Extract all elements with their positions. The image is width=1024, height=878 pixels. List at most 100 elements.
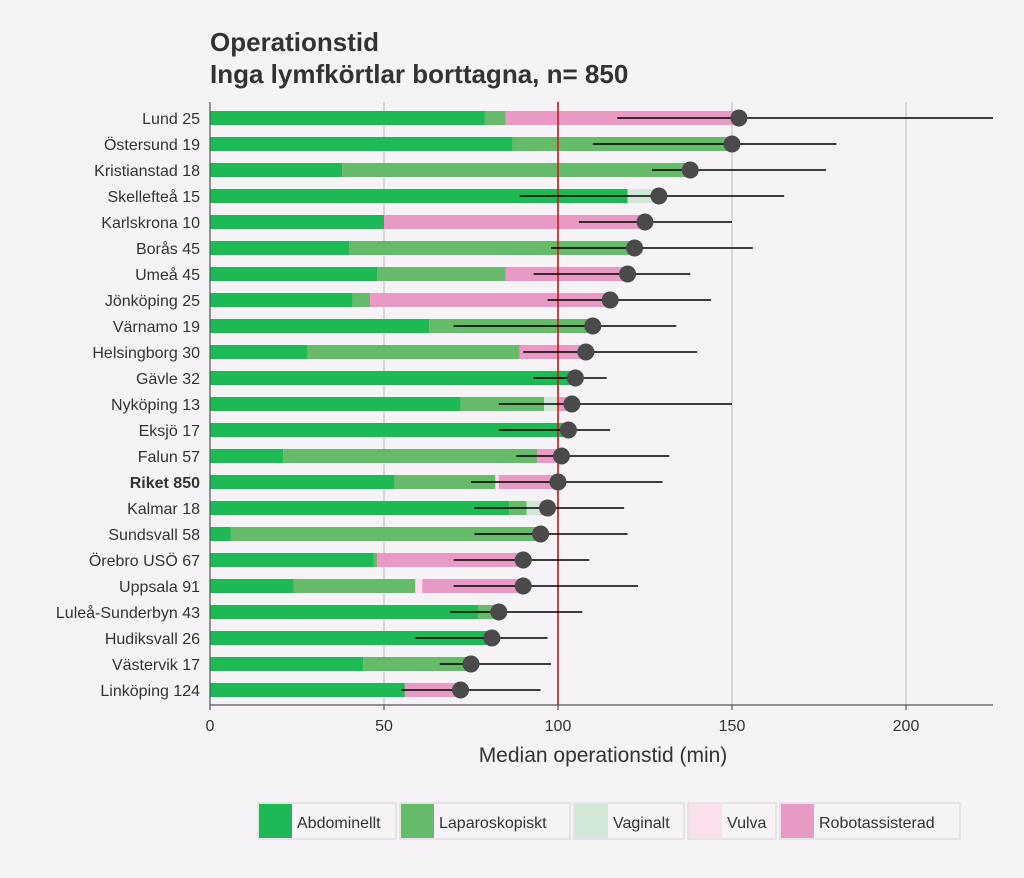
median-point: [577, 343, 595, 361]
bar-segment-robotassisterad: [377, 553, 524, 567]
bar-segment-laparoskopiskt: [352, 293, 371, 307]
bar-segment-abdominellt: [210, 319, 430, 333]
bar-segment-abdominellt: [210, 657, 364, 671]
bar-segment-abdominellt: [210, 449, 284, 463]
median-point: [514, 577, 532, 595]
bar-segment-laparoskopiskt: [293, 579, 416, 593]
category-label: Nyköping 13: [111, 397, 200, 414]
category-label: Umeå 45: [135, 266, 200, 284]
x-tick-label: 200: [893, 718, 920, 735]
median-point: [601, 291, 619, 309]
bar-segment-laparoskopiskt: [342, 163, 691, 177]
bars: [210, 111, 739, 697]
median-point: [584, 317, 602, 335]
legend-item: Laparoskopiskt: [399, 802, 571, 840]
bar-segment-abdominellt: [210, 683, 405, 697]
legend-swatch: [689, 804, 722, 838]
legend-item: Vulva: [687, 802, 777, 840]
median-points: [452, 109, 748, 699]
bar-segment-laparoskopiskt: [484, 111, 506, 125]
median-point: [650, 187, 668, 205]
bar-segment-abdominellt: [210, 163, 343, 177]
category-label: Gävle 32: [136, 371, 200, 388]
bar-segment-laparoskopiskt: [377, 267, 506, 281]
x-tick-label: 0: [206, 718, 215, 735]
category-label: Örebro USÖ 67: [89, 552, 200, 570]
category-label: Riket 850: [130, 475, 200, 492]
bar-segment-abdominellt: [210, 631, 492, 645]
median-point: [483, 629, 501, 647]
bar-segment-abdominellt: [210, 111, 485, 125]
bar-segment-vulva: [415, 579, 423, 593]
bar-segment-abdominellt: [210, 189, 628, 203]
category-label: Kalmar 18: [127, 501, 200, 518]
category-label: Linköping 124: [100, 683, 200, 700]
median-point: [730, 109, 748, 127]
legend-label: Robotassisterad: [819, 815, 935, 832]
category-label: Borås 45: [136, 240, 200, 258]
median-point: [559, 421, 577, 439]
legend-label: Vulva: [727, 815, 767, 832]
bar-segment-laparoskopiskt: [307, 345, 520, 359]
legend-label: Abdominellt: [297, 815, 381, 832]
legend-item: Robotassisterad: [779, 802, 961, 840]
bar-segment-abdominellt: [210, 475, 395, 489]
bar-segment-abdominellt: [210, 553, 374, 567]
legend: Abdominellt Laparoskopiskt Vaginalt Vulva Ro…: [257, 802, 961, 840]
median-point: [566, 369, 584, 387]
bar-segment-abdominellt: [210, 579, 294, 593]
bar-segment-laparoskopiskt: [349, 241, 635, 255]
legend-swatch: [781, 804, 814, 838]
category-labels: Lund 25 Östersund 19 Kristianstad 18 Skelle…: [56, 111, 200, 700]
x-tick-label: 150: [719, 718, 746, 735]
x-tick-label: 100: [545, 718, 572, 735]
legend-item: Abdominellt: [257, 802, 397, 840]
bar-segment-abdominellt: [210, 215, 384, 229]
bar-segment-abdominellt: [210, 371, 576, 385]
category-label: Värnamo 19: [113, 319, 200, 336]
bar-segment-laparoskopiskt: [230, 527, 545, 541]
bar-segment-abdominellt: [210, 241, 350, 255]
bar-segment-robotassisterad: [384, 215, 645, 229]
bar-segment-laparoskopiskt: [394, 475, 496, 489]
category-label: Sundsvall 58: [108, 527, 200, 544]
median-point: [723, 135, 741, 153]
category-label: Hudiksvall 26: [105, 631, 200, 648]
legend-item-border: [257, 802, 397, 840]
bar-segment-abdominellt: [210, 137, 513, 151]
bar-segment-abdominellt: [210, 345, 308, 359]
category-label: Helsingborg 30: [92, 345, 200, 362]
category-label: Västervik 17: [112, 657, 200, 674]
bar-segment-laparoskopiskt: [373, 553, 378, 567]
median-point: [681, 161, 699, 179]
legend-swatch: [575, 804, 608, 838]
category-label: Östersund 19: [104, 136, 200, 154]
category-label: Jönköping 25: [105, 293, 200, 310]
median-point: [619, 265, 637, 283]
legend-item: Vaginalt: [573, 802, 685, 840]
category-label: Luleå-Sunderbyn 43: [56, 604, 200, 622]
x-tick-label: 50: [375, 718, 393, 735]
bar-segment-abdominellt: [210, 501, 510, 515]
median-point: [626, 239, 644, 257]
median-point: [462, 655, 480, 673]
median-point: [452, 681, 470, 699]
chart-subtitle: Inga lymfkörtlar borttagna, n= 850: [210, 59, 628, 89]
bar-segment-abdominellt: [210, 527, 231, 541]
x-axis-title: Median operationstid (min): [479, 744, 728, 767]
median-point: [549, 473, 567, 491]
category-label: Uppsala 91: [119, 579, 200, 596]
category-label: Falun 57: [138, 449, 200, 466]
chart-title: Operationstid: [210, 27, 379, 57]
category-label: Skellefteå 15: [107, 188, 200, 206]
bar-segment-laparoskopiskt: [283, 449, 538, 463]
legend-item-border: [779, 802, 961, 840]
legend-swatch: [259, 804, 292, 838]
legend-label: Vaginalt: [613, 815, 670, 832]
bar-segment-laparoskopiskt: [363, 657, 471, 671]
bar-segment-robotassisterad: [370, 293, 611, 307]
median-point: [539, 499, 557, 517]
legend-item-border: [399, 802, 571, 840]
legend-label: Laparoskopiskt: [439, 815, 547, 832]
